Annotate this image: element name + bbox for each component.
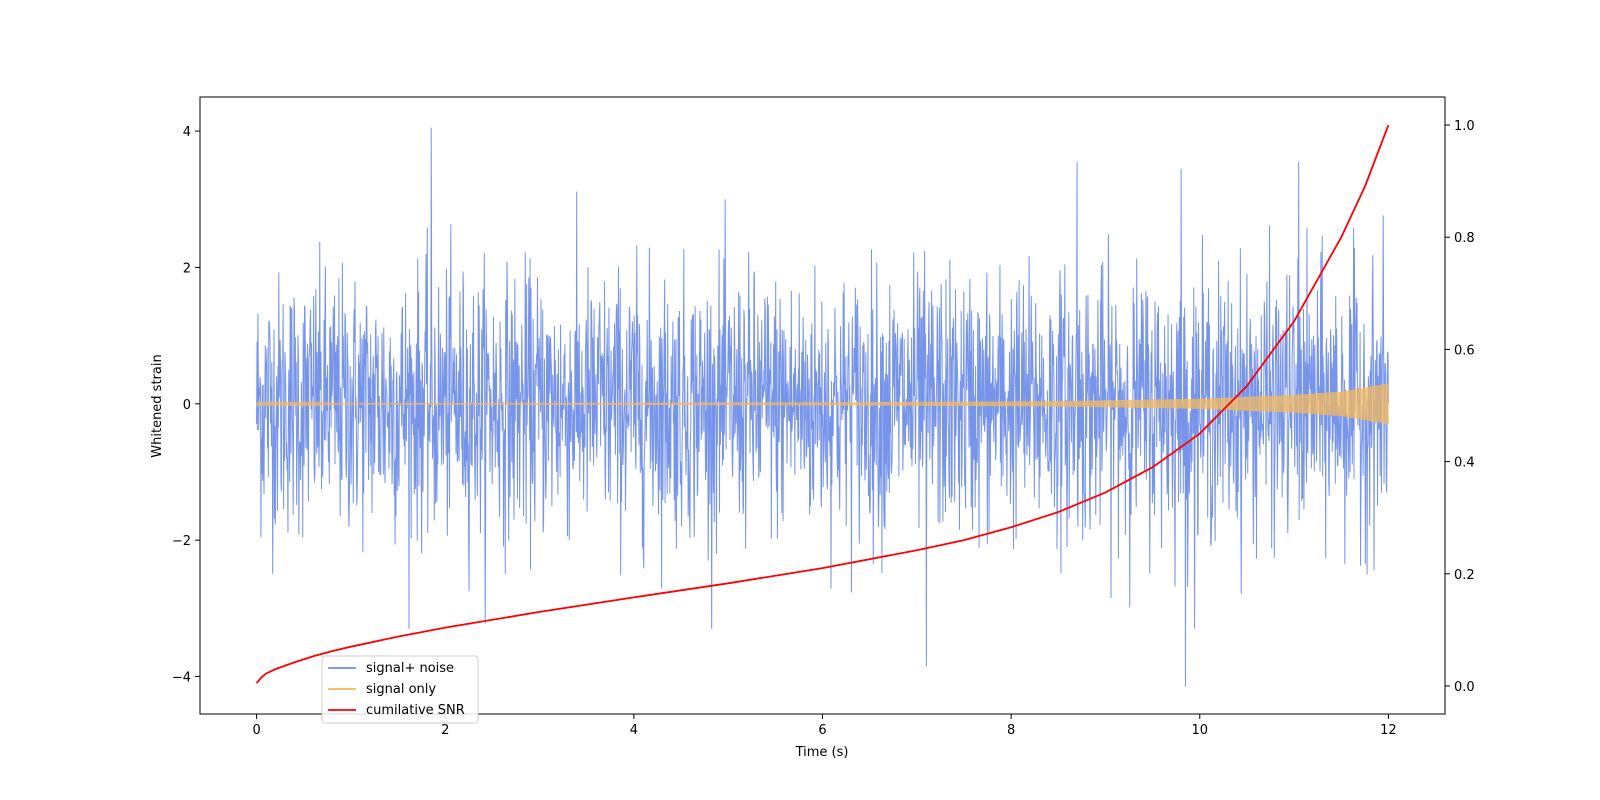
legend: signal+ noise signal only cumilative SNR <box>321 655 479 724</box>
legend-box <box>321 655 479 724</box>
x-tick-label: 2 <box>441 723 449 738</box>
y-axis-label: Whitened strain <box>150 354 165 457</box>
x-axis: 0 2 4 6 8 10 12 <box>252 714 1397 738</box>
y-right-tick-label: 1.0 <box>1454 119 1475 134</box>
y-right-tick-label: 0.2 <box>1454 568 1475 583</box>
x-tick-label: 6 <box>818 723 826 738</box>
y-left-tick-label: −2 <box>172 534 191 549</box>
legend-label-noise: signal+ noise <box>366 661 454 676</box>
y-left-tick-label: −4 <box>172 671 191 686</box>
x-tick-label: 4 <box>630 723 638 738</box>
series-cumulative-snr <box>255 124 1390 684</box>
snr-line <box>255 124 1390 684</box>
y-right-tick-label: 0.0 <box>1454 680 1475 695</box>
y-right-tick-label: 0.4 <box>1454 456 1475 471</box>
legend-label-snr: cumilative SNR <box>366 703 465 718</box>
x-axis-label: Time (s) <box>795 745 849 760</box>
y-right-tick-label: 0.6 <box>1454 343 1475 358</box>
y-right-tick-label: 0.8 <box>1454 231 1475 246</box>
y-axis-right: 0.0 0.2 0.4 0.6 0.8 1.0 <box>1445 119 1475 695</box>
y-left-tick-label: 2 <box>183 261 191 276</box>
x-tick-label: 10 <box>1191 723 1208 738</box>
series-signal-only <box>256 383 1389 425</box>
y-left-tick-label: 4 <box>183 125 191 140</box>
y-left-tick-label: 0 <box>183 398 191 413</box>
x-tick-label: 8 <box>1007 723 1015 738</box>
noise-line <box>256 127 1389 687</box>
x-tick-label: 12 <box>1380 723 1397 738</box>
x-tick-label: 0 <box>252 723 260 738</box>
signal-line <box>256 383 1389 425</box>
legend-label-signal: signal only <box>366 682 436 697</box>
series-signal-plus-noise <box>256 127 1389 687</box>
y-axis-left: −4 −2 0 2 4 <box>172 125 200 686</box>
